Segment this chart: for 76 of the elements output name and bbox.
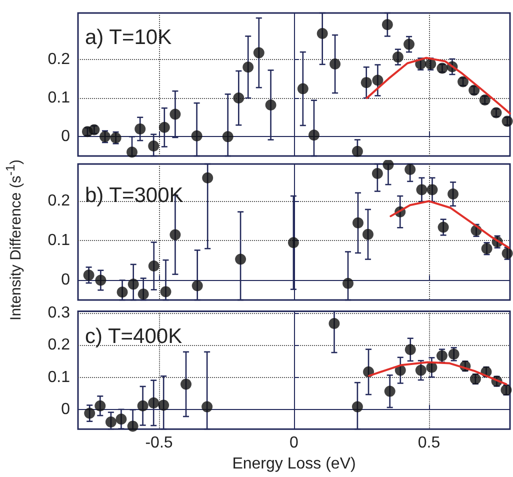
point: [438, 222, 449, 233]
point: [105, 416, 116, 428]
point: [192, 280, 203, 292]
y-tick-label: 0: [61, 128, 70, 146]
line-series: [366, 56, 511, 114]
point: [233, 92, 244, 104]
point: [116, 414, 127, 425]
point: [372, 74, 384, 86]
point: [382, 19, 393, 30]
point: [170, 108, 181, 120]
point: [328, 318, 340, 329]
point: [137, 400, 148, 412]
point: [316, 28, 328, 39]
y-tick-label: 0.2: [48, 192, 70, 210]
point: [426, 362, 438, 373]
y-tick-label: 0: [61, 401, 70, 418]
point: [148, 397, 160, 408]
point: [202, 401, 213, 412]
point: [404, 344, 416, 356]
point: [253, 47, 264, 58]
point: [180, 378, 192, 390]
y-tick-label: 0.2: [48, 50, 70, 68]
point: [372, 168, 383, 179]
x-tick-label: 0: [290, 434, 299, 452]
point: [481, 243, 492, 254]
point: [330, 58, 341, 70]
point: [94, 400, 106, 412]
point: [415, 364, 426, 376]
point: [158, 400, 170, 411]
point: [382, 160, 394, 170]
point: [116, 286, 128, 298]
point: [425, 58, 436, 70]
x-tick-label: 0.5: [418, 434, 440, 452]
point: [426, 184, 438, 196]
y-tick-label: 0.1: [48, 232, 70, 250]
y-tick-label: 0: [61, 272, 70, 289]
point: [352, 217, 364, 228]
point: [360, 77, 372, 88]
point: [134, 123, 146, 134]
y-tick-label: 0.3: [48, 304, 70, 322]
y-tick-label: 0.1: [48, 368, 70, 386]
text: b) T=300K: [85, 184, 184, 207]
point: [83, 270, 94, 281]
point: [127, 420, 138, 432]
point: [84, 408, 96, 419]
point: [191, 130, 202, 142]
point: [128, 278, 139, 290]
point: [235, 254, 246, 265]
point: [436, 350, 448, 362]
x-axis-title: Energy Loss (eV): [232, 456, 356, 472]
point: [342, 278, 354, 289]
point: [265, 99, 276, 110]
point: [222, 131, 234, 142]
x-tick-label: -0.5: [145, 434, 173, 452]
point: [404, 38, 415, 50]
y-tick-label: 0.2: [48, 336, 70, 354]
point: [384, 386, 396, 397]
point: [416, 184, 428, 196]
point: [288, 237, 299, 248]
point: [242, 62, 254, 73]
point: [202, 172, 214, 184]
point: [95, 274, 106, 286]
point: [392, 52, 404, 63]
point: [148, 140, 160, 152]
point: [308, 130, 320, 141]
point: [160, 286, 172, 298]
point: [352, 401, 363, 412]
y-tick-label: 0.1: [48, 90, 70, 107]
point: [297, 83, 308, 94]
point: [448, 188, 459, 200]
text: a) T=10K: [85, 26, 172, 49]
point: [148, 260, 160, 272]
point: [158, 122, 170, 133]
point: [170, 229, 181, 240]
point: [362, 228, 374, 240]
text: c) T=400K: [85, 325, 182, 348]
